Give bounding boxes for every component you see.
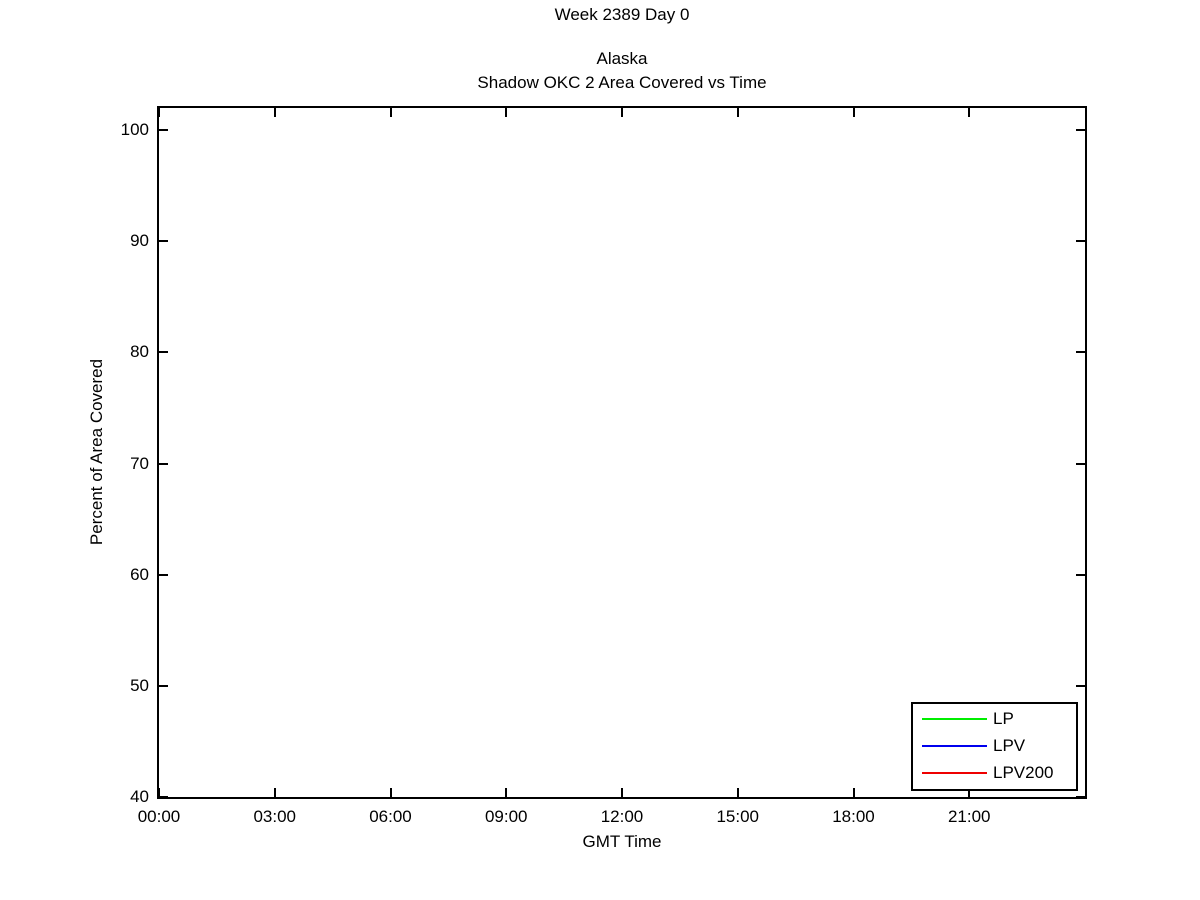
legend-line-swatch xyxy=(922,771,987,774)
legend-entry: LP xyxy=(913,705,1076,732)
y-tick-mark-left xyxy=(159,351,168,353)
y-tick-label: 80 xyxy=(130,342,149,362)
x-tick-mark-top xyxy=(737,108,739,117)
x-tick-mark-top xyxy=(158,108,160,117)
legend-line-swatch xyxy=(922,717,987,720)
y-tick-mark-left xyxy=(159,129,168,131)
x-tick-mark-bottom xyxy=(390,788,392,797)
legend-entry-label: LPV200 xyxy=(993,762,1054,782)
x-tick-mark-top xyxy=(274,108,276,117)
y-axis-label: Percent of Area Covered xyxy=(87,358,106,546)
y-tick-mark-right xyxy=(1076,685,1085,687)
x-tick-mark-top xyxy=(390,108,392,117)
x-tick-label: 00:00 xyxy=(137,807,181,826)
x-tick-label: 09:00 xyxy=(484,807,528,826)
x-tick-mark-top xyxy=(853,108,855,117)
x-tick-label: 06:00 xyxy=(369,807,412,826)
chart-title-line-2: Shadow OKC 2 Area Covered vs Time xyxy=(477,73,767,92)
figure-suptitle: Week 2389 Day 0 xyxy=(554,5,690,24)
y-tick-mark-right xyxy=(1076,463,1085,465)
x-tick-mark-bottom xyxy=(853,788,855,797)
y-tick-mark-left xyxy=(159,240,168,242)
legend-entry: LPV200 xyxy=(913,759,1076,786)
x-tick-mark-top xyxy=(968,108,970,117)
chart-title-line-1: Alaska xyxy=(596,49,648,68)
x-tick-label: 03:00 xyxy=(253,807,297,826)
y-tick-label: 40 xyxy=(130,787,149,806)
y-tick-mark-left xyxy=(159,463,168,465)
y-tick-label: 50 xyxy=(130,675,149,695)
y-tick-label: 90 xyxy=(130,231,149,251)
y-tick-mark-right xyxy=(1076,796,1085,798)
plot-area xyxy=(157,106,1087,799)
x-tick-label: 18:00 xyxy=(832,807,875,826)
y-tick-label: 100 xyxy=(120,120,149,140)
y-tick-mark-left xyxy=(159,685,168,687)
x-tick-mark-bottom xyxy=(968,788,970,797)
x-tick-mark-top xyxy=(621,108,623,117)
y-tick-label: 60 xyxy=(130,564,149,584)
legend-entry-label: LP xyxy=(993,708,1014,728)
legend-entry-label: LPV xyxy=(993,735,1026,755)
x-tick-label: 15:00 xyxy=(716,807,760,826)
x-tick-label: 12:00 xyxy=(600,807,644,826)
y-tick-mark-left xyxy=(159,796,168,798)
chart-title: Alaska Shadow OKC 2 Area Covered vs Time xyxy=(157,47,1087,95)
y-tick-mark-right xyxy=(1076,240,1085,242)
legend-line-swatch xyxy=(922,744,987,747)
x-tick-mark-bottom xyxy=(274,788,276,797)
y-tick-mark-right xyxy=(1076,129,1085,131)
x-tick-mark-top xyxy=(505,108,507,117)
y-tick-label: 70 xyxy=(130,453,149,473)
x-tick-label: 21:00 xyxy=(947,807,991,826)
x-tick-mark-bottom xyxy=(737,788,739,797)
x-tick-mark-bottom xyxy=(505,788,507,797)
legend-entry: LPV xyxy=(913,732,1076,759)
legend: LP LPV LPV200 xyxy=(911,702,1078,791)
y-tick-mark-right xyxy=(1076,574,1085,576)
x-axis-label: GMT Time xyxy=(582,832,662,851)
y-tick-mark-left xyxy=(159,574,168,576)
x-tick-mark-bottom xyxy=(621,788,623,797)
x-tick-mark-bottom xyxy=(158,788,160,797)
y-tick-mark-right xyxy=(1076,351,1085,353)
